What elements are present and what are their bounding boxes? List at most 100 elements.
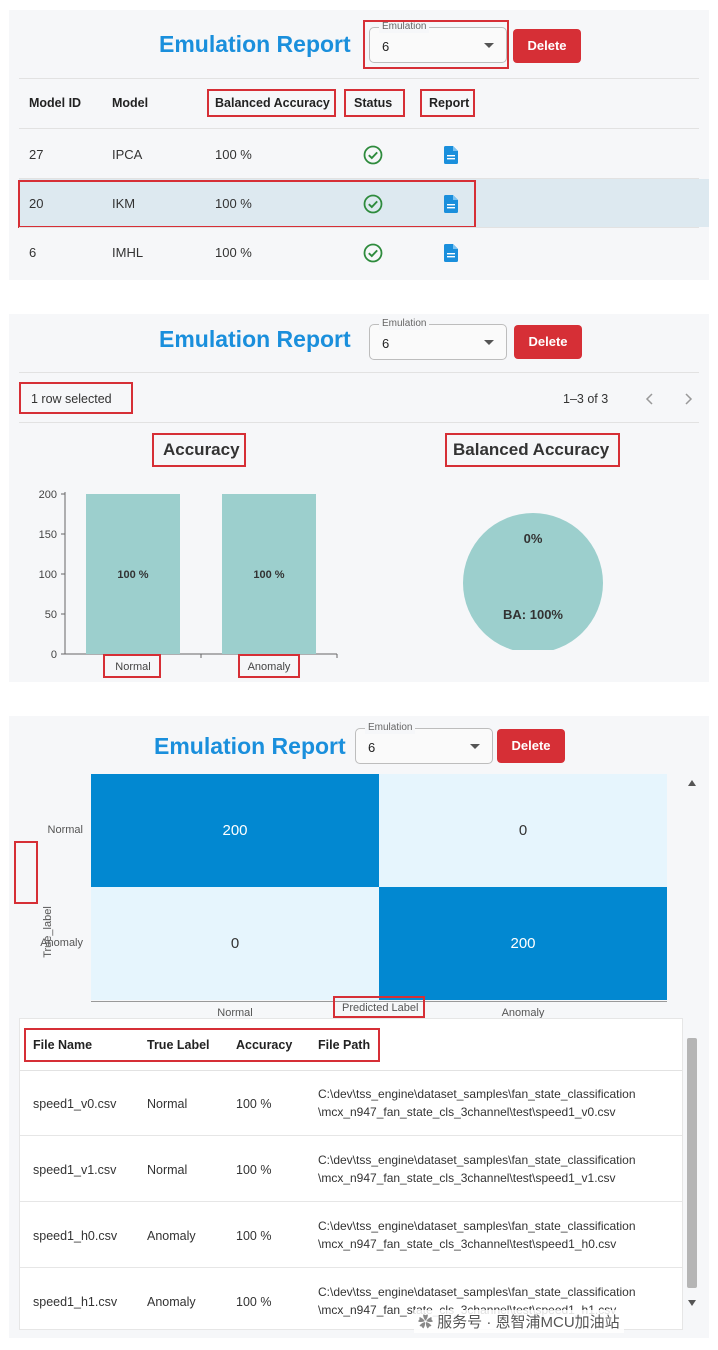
accuracy-cell: 100 % (236, 1163, 272, 1177)
model-cell: IKM (112, 196, 136, 211)
check-circle-icon (363, 145, 383, 165)
watermark-text: 服务号 · 恩智浦MCU加油站 (437, 1314, 620, 1331)
bar-data-label: 100 % (253, 569, 284, 581)
balanced-accuracy-pie-chart: 0% BA: 100% (463, 513, 603, 650)
file-path-line: C:\dev\tss_engine\dataset_samples\fan_st… (318, 1219, 636, 1233)
document-icon[interactable] (444, 244, 458, 262)
divider (20, 1070, 682, 1071)
x-axis-line (91, 1001, 667, 1002)
true-label-cell: Normal (147, 1097, 188, 1111)
file-name-cell: speed1_v0.csv (33, 1097, 117, 1111)
highlight-box (14, 841, 38, 904)
column-header-model-id[interactable]: Model ID (29, 96, 82, 110)
accuracy-bar-chart: 0 50 100 150 200 100 % Normal 100 % Anomaly (39, 489, 338, 673)
emulation-select-value: 6 (382, 39, 390, 54)
scroll-down-icon[interactable] (688, 1300, 696, 1306)
scroll-up-icon[interactable] (688, 780, 696, 786)
accuracy-cell: 100 % (236, 1229, 272, 1243)
document-icon[interactable] (444, 195, 458, 213)
balanced-accuracy-cell: 100 % (215, 245, 252, 260)
y-tick-label: 200 (39, 489, 57, 501)
divider (19, 372, 699, 373)
document-icon[interactable] (444, 146, 458, 164)
pagination-label: 1–3 of 3 (563, 392, 609, 406)
true-label-cell: Normal (147, 1163, 188, 1177)
model-cell: IMHL (112, 245, 144, 260)
emulation-select[interactable]: Emulation 6 (355, 722, 493, 764)
y-tick-label: 150 (39, 529, 57, 541)
chevron-left-icon[interactable] (645, 393, 655, 405)
check-circle-icon (363, 194, 383, 214)
file-name-cell: speed1_h1.csv (33, 1295, 118, 1309)
emulation-select-value: 6 (382, 336, 390, 351)
emulation-select[interactable]: Emulation 6 (369, 318, 507, 360)
file-path-line: \mcx_n947_fan_state_cls_3channel\test\sp… (318, 1105, 616, 1119)
bar (222, 494, 316, 654)
table-row[interactable]: speed1_v0.csv Normal 100 % C:\dev\tss_en… (20, 1071, 682, 1136)
pie-slice (463, 513, 603, 650)
scrollbar-thumb[interactable] (687, 1038, 697, 1288)
column-header-report[interactable]: Report (429, 96, 470, 110)
emulation-select[interactable]: Emulation 6 (369, 21, 507, 63)
accuracy-section-title: Accuracy (163, 440, 240, 459)
delete-button[interactable]: Delete (497, 729, 565, 763)
divider (19, 227, 699, 228)
file-path-cell: C:\dev\tss_engine\dataset_samples\fan_st… (318, 1085, 636, 1121)
column-header-status[interactable]: Status (354, 96, 393, 110)
column-header-file-name[interactable]: File Name (33, 1038, 93, 1052)
selection-count: 1 row selected (31, 392, 112, 406)
check-circle-icon (363, 243, 383, 263)
file-path-line: C:\dev\tss_engine\dataset_samples\fan_st… (318, 1153, 636, 1167)
y-axis-label: True_label (41, 906, 54, 958)
model-id-cell: 27 (29, 147, 44, 162)
confusion-cell: 200 (91, 774, 379, 887)
x-tick-label: Normal (115, 661, 150, 673)
delete-button[interactable]: Delete (513, 29, 581, 63)
balanced-accuracy-cell: 100 % (215, 196, 252, 211)
wechat-icon: ✿ (418, 1314, 438, 1331)
emulation-select-label: Emulation (379, 318, 430, 330)
page-title: Emulation Report (159, 326, 351, 352)
emulation-select-label: Emulation (365, 722, 416, 734)
pie-label: 0% (524, 531, 543, 546)
divider (19, 422, 699, 423)
table-row[interactable]: speed1_v1.csv Normal 100 % C:\dev\tss_en… (20, 1137, 682, 1202)
file-path-line: C:\dev\tss_engine\dataset_samples\fan_st… (318, 1087, 636, 1101)
confusion-cell: 0 (379, 774, 667, 887)
confusion-cell: 200 (379, 887, 667, 1000)
y-tick-label: 50 (45, 609, 57, 621)
page-title: Emulation Report (154, 733, 346, 759)
delete-button[interactable]: Delete (514, 325, 582, 359)
column-header-balanced-accuracy[interactable]: Balanced Accuracy (215, 96, 330, 110)
divider (19, 128, 699, 129)
emulation-report-panel-confusion: Emulation Report Emulation 6 Delete 200 0… (9, 716, 709, 1338)
emulation-report-panel-charts: Emulation Report Emulation 6 Delete 1 ro… (9, 314, 709, 682)
file-path-line: \mcx_n947_fan_state_cls_3channel\test\sp… (318, 1171, 616, 1185)
true-label-cell: Anomaly (147, 1229, 196, 1243)
accuracy-cell: 100 % (236, 1295, 272, 1309)
file-path-line: \mcx_n947_fan_state_cls_3channel\test\sp… (318, 1237, 617, 1251)
chevron-right-icon[interactable] (683, 393, 693, 405)
column-header-file-path[interactable]: File Path (318, 1038, 371, 1052)
balanced-accuracy-cell: 100 % (215, 147, 252, 162)
table-row[interactable]: speed1_h0.csv Anomaly 100 % C:\dev\tss_e… (20, 1203, 682, 1268)
divider (19, 78, 699, 79)
chevron-down-icon (484, 43, 494, 48)
model-id-cell: 6 (29, 245, 37, 260)
y-tick-label: Normal (47, 823, 83, 836)
y-tick-label: 0 (51, 649, 57, 661)
model-cell: IPCA (112, 147, 143, 162)
file-path-cell: C:\dev\tss_engine\dataset_samples\fan_st… (318, 1217, 636, 1253)
x-axis-label: Predicted Label (342, 1002, 419, 1014)
y-tick-label: 100 (39, 569, 57, 581)
column-header-accuracy[interactable]: Accuracy (236, 1038, 293, 1052)
column-header-true-label[interactable]: True Label (147, 1038, 210, 1052)
file-path-line: C:\dev\tss_engine\dataset_samples\fan_st… (318, 1285, 636, 1299)
table-row-selected[interactable]: 20 IKM 100 % (19, 179, 709, 227)
file-name-cell: speed1_h0.csv (33, 1229, 118, 1243)
scrollbar[interactable] (685, 778, 699, 1330)
emulation-select-label: Emulation (379, 21, 430, 33)
bar (86, 494, 180, 654)
emulation-report-panel-table: Emulation Report Emulation 6 Delete Mode… (9, 10, 709, 280)
column-header-model[interactable]: Model (112, 96, 149, 110)
